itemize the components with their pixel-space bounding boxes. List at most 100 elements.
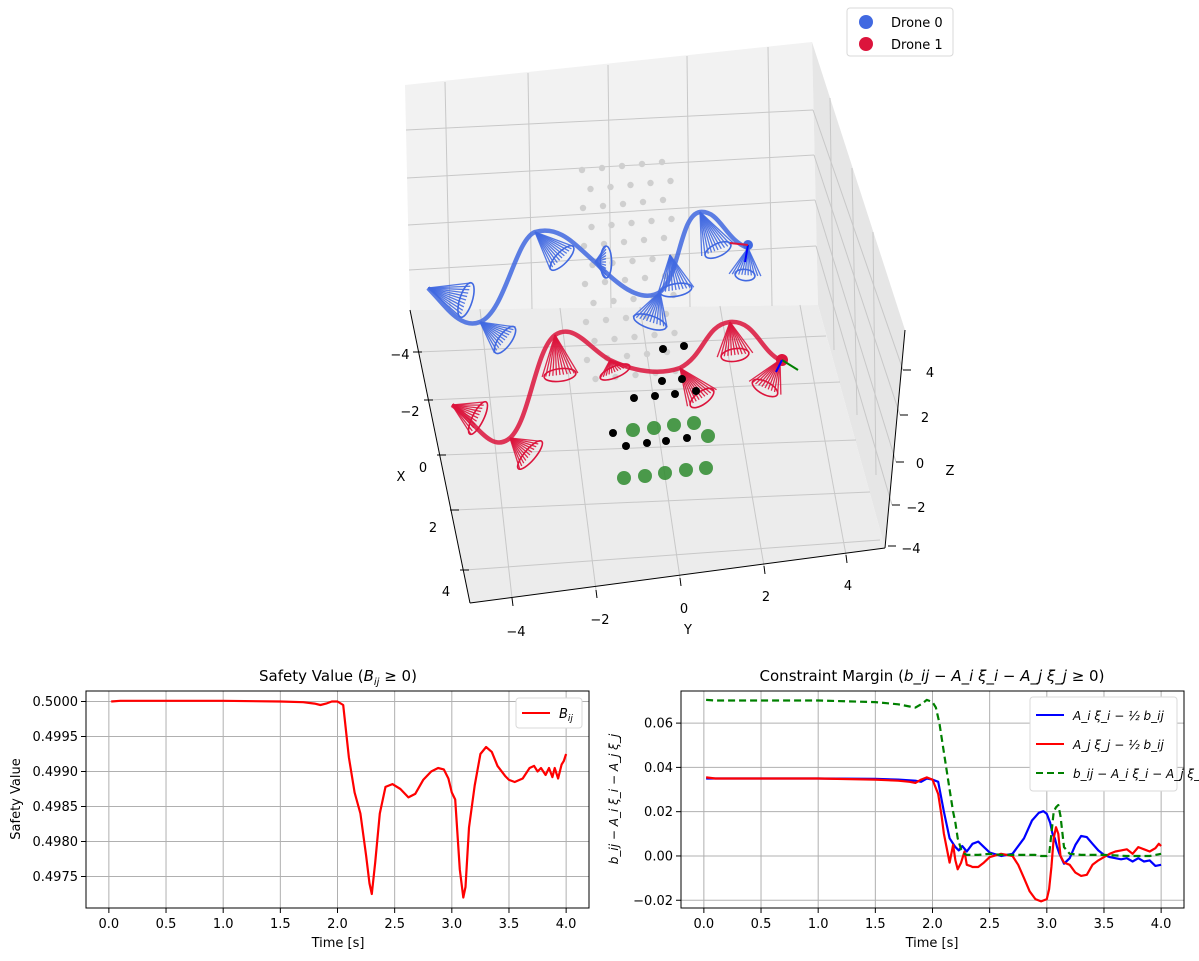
x-tick-label: 1.5 [270,917,291,932]
drone-0-marker [729,240,753,263]
target-point-green [701,429,715,443]
waypoint-dot [598,164,606,172]
target-point [630,394,638,402]
y-tick-label: −4 [506,625,525,640]
target-point [622,442,630,450]
waypoint-dot [621,276,629,284]
target-point [658,377,666,385]
target-point-green [687,416,701,430]
fov-cone [541,334,579,383]
waypoint-dot [609,259,616,267]
waypoint-dot [630,295,637,303]
target-point-green [647,421,661,435]
grid-right [812,97,904,506]
x-tick-label: 3.5 [499,917,520,932]
fov-cone [534,231,575,272]
ticks: 0.0 0.5 1.0 1.5 2.0 2.5 3.0 3.5 4.0 0.4975 0.4980 0… [33,695,577,932]
target-point-green [617,471,631,485]
target-point-green [658,466,672,480]
waypoint-dot [668,215,675,223]
y-tick-label: 0.04 [644,761,673,776]
y-tick-label: 0 [680,602,688,617]
legend-label-drone-1: Drone 1 [891,38,943,53]
target-point-green [667,418,681,432]
fov-cone [632,291,668,331]
x-tick-label: 1.0 [808,917,829,932]
target-points-green [617,416,715,485]
waypoint-dot [579,204,587,212]
grid [86,691,589,908]
x-tick-label: 2.5 [384,917,405,932]
x-tick-label: 3.0 [1036,917,1057,932]
target-point-green [699,461,713,475]
legend: A_i ξ_i − ½ b_ij A_j ξ_j − ½ b_ij b_ij −… [1029,696,1199,792]
plot-frame [85,690,590,909]
waypoint-dot [639,198,647,206]
legend-label: b_ij − A_i ξ_i − A_j ξ_j [1073,767,1199,781]
target-point [683,434,691,442]
legend-label: A_i ξ_i − ½ b_ij [1072,709,1164,723]
series-line [111,699,568,899]
y-tick-label: 0.4990 [33,765,79,780]
waypoint-dot [658,158,666,166]
z-tick-label: 4 [926,366,934,381]
x-tick-label: 3.0 [441,917,462,932]
ticks: 0.0 0.5 1.0 1.5 2.0 2.5 3.0 3.5 4.0 −0.02 0.00 0.02… [633,717,1171,932]
x-tick-label: 4 [442,585,450,600]
waypoint-dot [627,181,634,189]
waypoint-dot [590,299,597,307]
x-tick-label: 4.0 [1151,917,1172,932]
waypoint-dot [587,185,594,193]
z-tick-label: 0 [916,457,924,472]
x-tick-label: 2.0 [922,917,943,932]
x-tick-label: −4 [390,348,409,363]
target-point [680,342,688,350]
waypoint-dot [588,223,595,231]
waypoint-dot [620,238,628,246]
y-tick-label: 0.4980 [33,835,79,850]
waypoint-dot [660,234,668,242]
fov-cone [748,359,782,398]
legend-marker-drone-0 [859,15,873,29]
target-points-black [609,342,700,450]
waypoint-dot [601,278,609,286]
waypoint-dot [578,166,586,174]
fov-cone [479,321,517,355]
waypoint-dot [649,255,656,263]
waypoint-dot [647,179,654,187]
fov-cone [716,321,754,363]
target-point [651,392,659,400]
fov-cone [657,254,695,298]
legend-label: A_j ξ_j − ½ b_ij [1072,738,1164,752]
waypoint-dot [659,196,667,204]
x-tick-label: 0.5 [156,917,177,932]
waypoint-dot [628,219,635,227]
waypoint-dot [611,335,618,343]
waypoint-dot [591,337,598,345]
x-tick-label: 0.0 [694,917,715,932]
y-tick-label: −0.02 [633,894,673,909]
y-tick-label: 0.00 [644,849,673,864]
waypoint-dot [599,202,607,210]
x-tick-label: −2 [400,405,419,420]
fov-cone [594,245,613,279]
series-line [705,776,1162,903]
waypoint-dot [667,177,674,185]
fov-cone [509,437,544,470]
x-tick-label: 3.5 [1094,917,1115,932]
chart-title: Safety Value (Bij ≥ 0) [259,667,417,688]
y-axis-label: b_ij − A_i ξ_i − A_j ξ_j [607,733,621,864]
tick-labels-3d: −4 −2 0 2 4 X −4 −2 0 2 4 Y 4 2 0 −2 −4 … [390,348,954,640]
legend-label-drone-0: Drone 0 [891,16,943,31]
waypoint-dot [641,274,649,282]
chart-safety-value: Safety Value (Bij ≥ 0) 0.0 0.5 1.0 1.5 2.0 2.… [9,667,590,951]
waypoint-dot [607,183,614,191]
y-tick-label: −2 [590,613,609,628]
plot-frame [680,690,1185,909]
y-tick-label: 0.02 [644,805,673,820]
legend-marker-drone-1 [859,37,873,51]
z-tick-label: −2 [906,501,925,516]
y-tick-label: 0.4985 [33,800,79,815]
target-point [659,345,667,353]
x-tick-label: 2.0 [327,917,348,932]
